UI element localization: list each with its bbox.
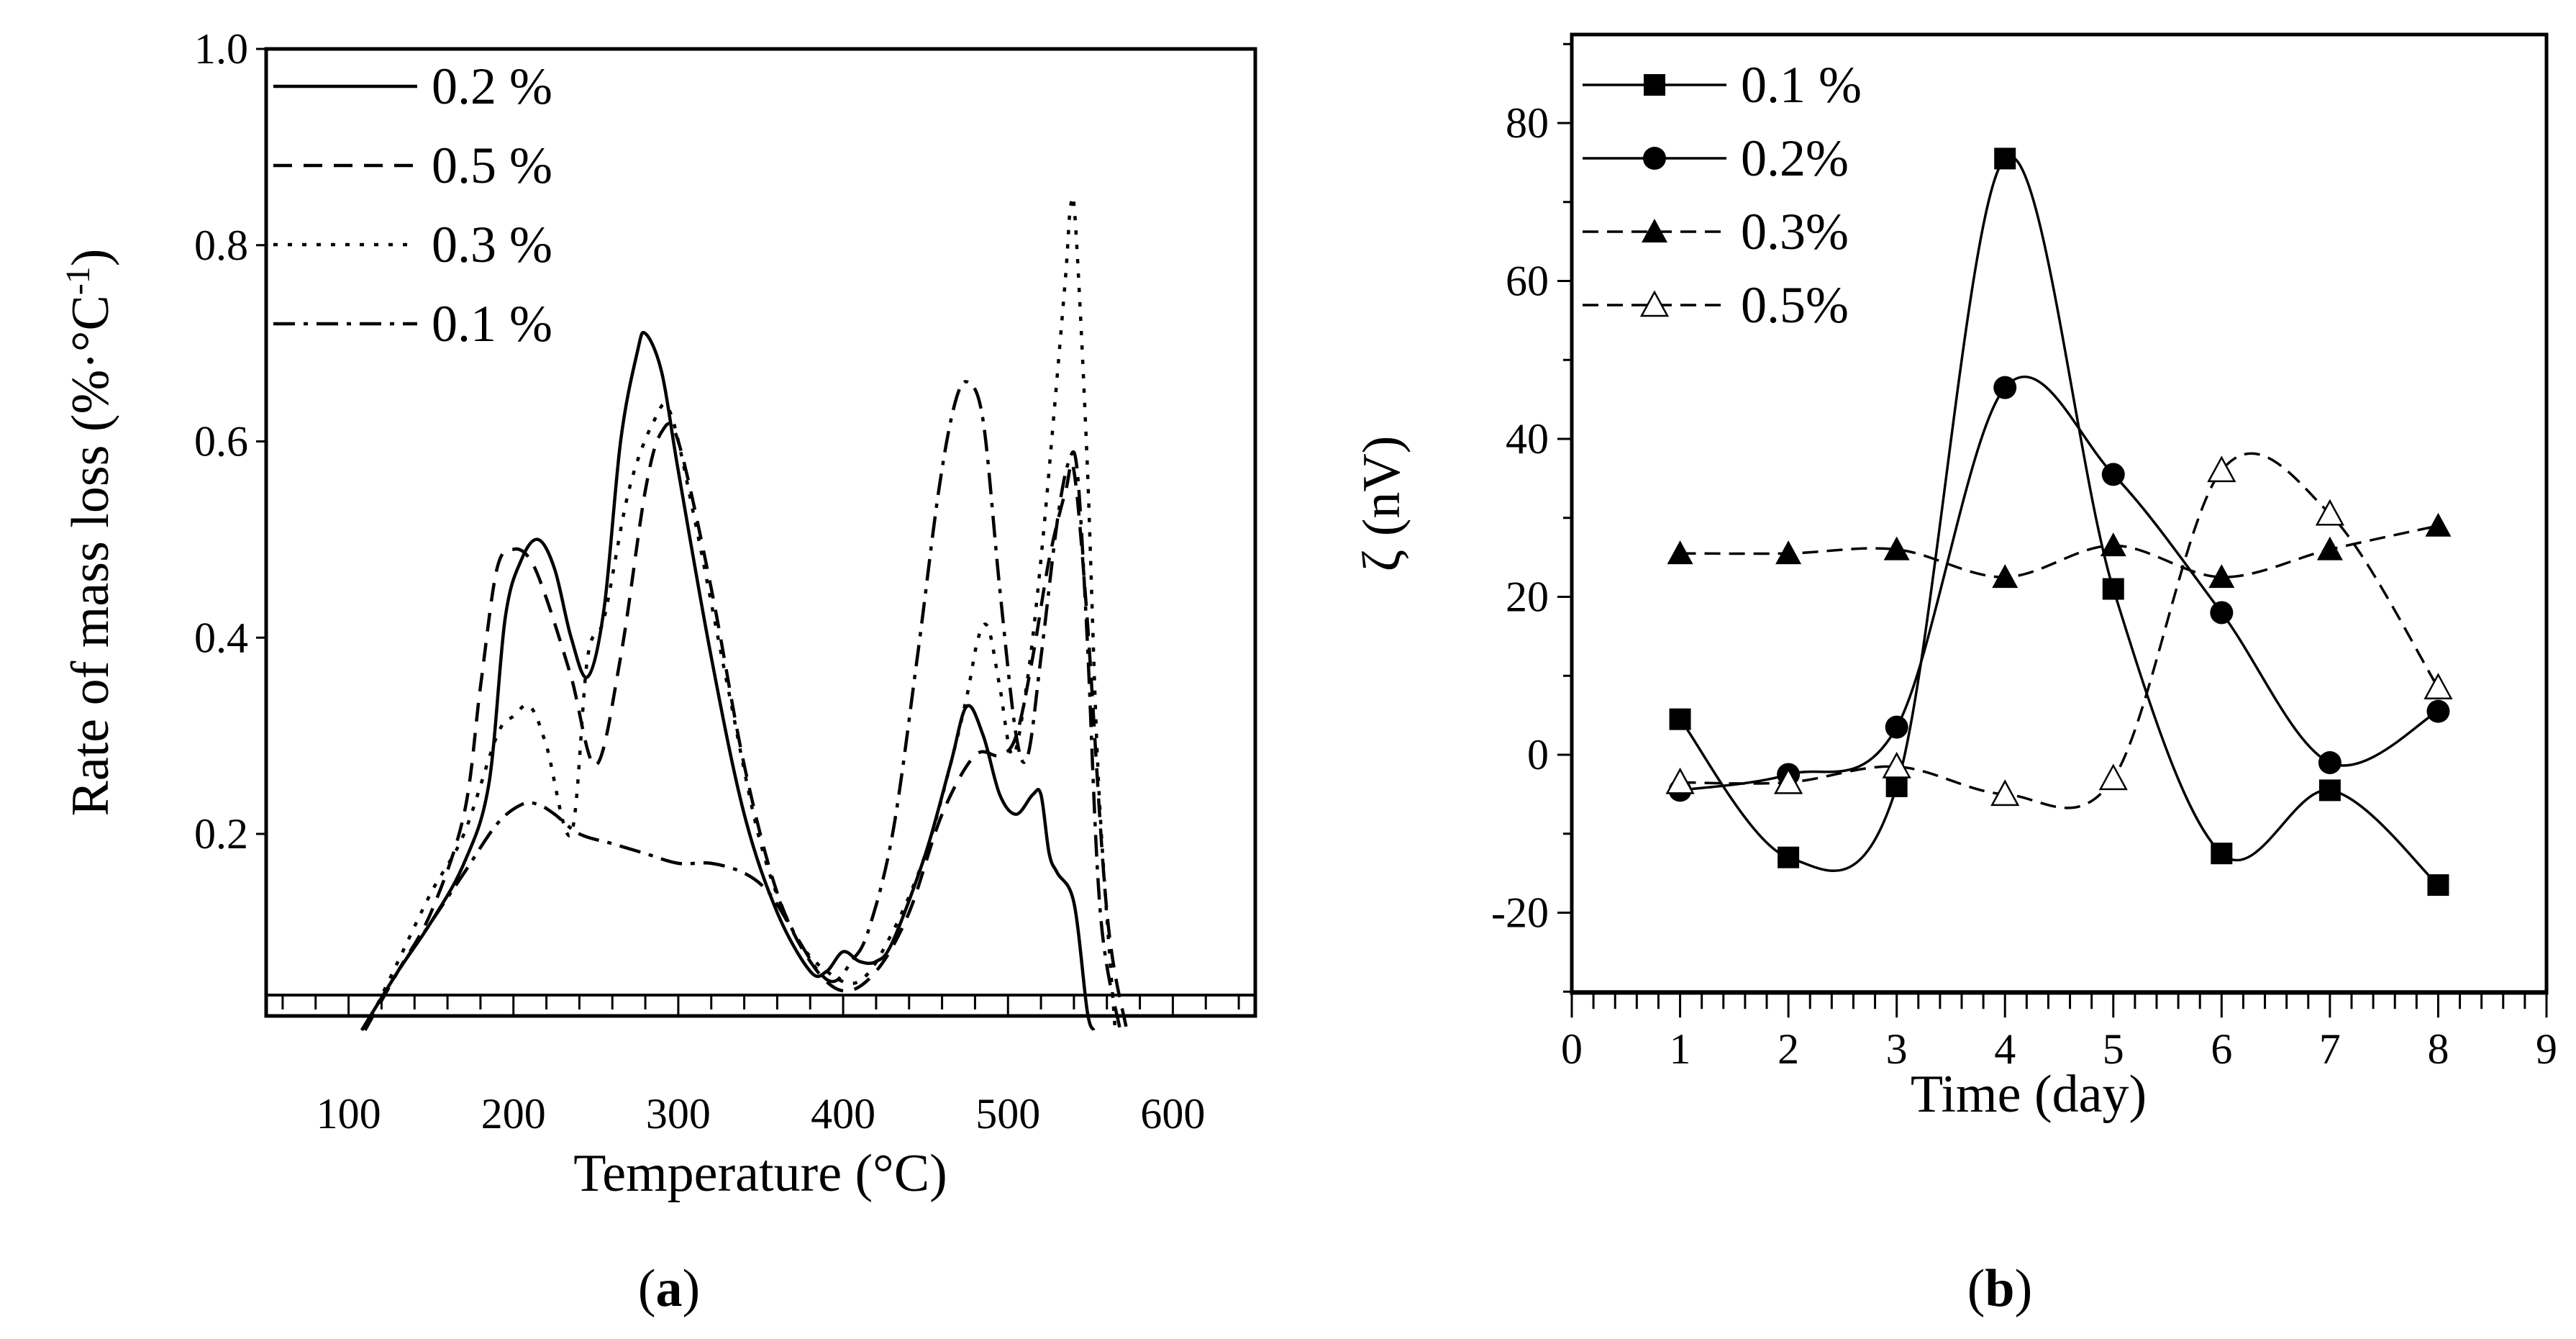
- panel-b-x-tick-label: 7: [2319, 1025, 2341, 1073]
- panel-a-legend-label: 0.5 %: [432, 137, 552, 194]
- panel-a-ticks: 100 200 300 400 500 600 0.2 0.4 0.6 0.8 1.0: [194, 25, 1255, 1138]
- panel-a-series-line-0-3: [363, 195, 1117, 1031]
- panel-b-series: [1665, 147, 2453, 897]
- panel-b-data-point-0-1: [1994, 147, 2016, 170]
- panel-b-data-point-0-5: [2315, 499, 2344, 526]
- panel-a-caption: (a): [638, 1259, 700, 1318]
- panel-b-y-tick-label: 0: [1527, 731, 1549, 779]
- panel-b-legend-marker: [1642, 219, 1667, 242]
- panel-b-legend: 0.1 % 0.2% 0.3% 0.5%: [1583, 56, 1862, 334]
- panel-a-y-tick-label: 0.6: [194, 418, 248, 466]
- panel-a-x-tick-label: 600: [1140, 1090, 1205, 1138]
- panel-b-data-point-0-1: [1669, 708, 1691, 730]
- panel-b-data-point-0-3: [2208, 564, 2235, 589]
- panel-b-series-line-0-2: [1680, 375, 2439, 792]
- panel-b-y-axis-label: ζ (nV): [1352, 436, 1411, 572]
- panel-b-legend-marker: [1644, 74, 1665, 96]
- panel-b-data-point-0-5: [2098, 763, 2128, 791]
- panel-b-data-point-0-2: [2210, 601, 2234, 625]
- panel-b-legend-label: 0.3%: [1741, 203, 1849, 260]
- panel-b-legend-label: 0.2%: [1741, 130, 1849, 187]
- panel-a-y-tick-label: 0.8: [194, 222, 248, 269]
- panel-a-series-line-0-1: [360, 380, 1122, 1031]
- panel-b-x-tick-label: 9: [2536, 1025, 2557, 1073]
- panel-a-x-tick-label: 300: [646, 1090, 711, 1138]
- panel-b-data-point-0-1: [2102, 578, 2124, 600]
- panel-a-legend: 0.2 % 0.5 % 0.3 % 0.1 %: [273, 58, 552, 353]
- panel-b-y-tick-label: 60: [1506, 258, 1549, 305]
- panel-a-plot-frame: [264, 47, 1257, 1018]
- panel-a-y-tick-label: 0.4: [194, 614, 248, 661]
- panel-b-data-point-0-2: [2426, 699, 2450, 723]
- panel-b-data-point-0-5: [2423, 673, 2453, 699]
- panel-b-legend-marker: [1639, 290, 1670, 317]
- panel-b-data-point-0-5: [1774, 767, 1803, 794]
- panel-b-data-point-0-1: [1885, 775, 1908, 797]
- panel-b-data-point-0-1: [2318, 779, 2341, 802]
- panel-b-data-point-0-3: [2100, 532, 2126, 557]
- panel-b-data-point-0-3: [2425, 512, 2452, 537]
- panel-b-y-tick-label: 40: [1506, 415, 1549, 463]
- panel-b-data-point-0-2: [2101, 463, 2125, 486]
- panel-b-ticks: 0 1 2 3 4 5 6 7 8 9 -20 0 20 40 60 80: [1491, 42, 2557, 1073]
- panel-b-data-point-0-2: [1993, 376, 2017, 399]
- panel-b-caption: (b): [1967, 1259, 2032, 1318]
- panel-b-data-point-0-3: [1667, 540, 1693, 565]
- panel-b-data-point-0-5: [2207, 455, 2236, 483]
- panel-b-data-point-0-5: [1882, 751, 1911, 779]
- panel-a-y-axis-label-sup: -1: [59, 266, 97, 295]
- panel-b-plot-frame: [1570, 32, 2549, 995]
- panel-a-legend-label: 0.3 %: [432, 216, 552, 273]
- panel-b-data-point-0-5: [1990, 779, 2020, 807]
- panel-b-legend-label: 0.1 %: [1741, 56, 1862, 114]
- panel-a-legend-label: 0.1 %: [432, 295, 552, 353]
- panel-b-zeta-chart: 0 1 2 3 4 5 6 7 8 9 -20 0 20 40 60 80 0.1 % 0.2% 0.3% 0.5%…: [1352, 32, 2557, 1318]
- panel-b-data-point-0-1: [2211, 843, 2233, 865]
- panel-b-x-tick-label: 3: [1886, 1025, 1908, 1073]
- panel-a-series-line-0-2: [360, 331, 1096, 1031]
- panel-b-data-point-0-3: [1883, 536, 1910, 560]
- panel-a-legend-label: 0.2 %: [432, 58, 552, 115]
- panel-b-legend-label: 0.5%: [1741, 276, 1849, 334]
- panel-b-x-tick-label: 8: [2427, 1025, 2449, 1073]
- panel-b-y-tick-label: 80: [1506, 99, 1549, 147]
- panel-b-x-tick-label: 6: [2211, 1025, 2232, 1073]
- panel-b-data-point-0-1: [1778, 846, 1800, 868]
- panel-b-x-tick-label: 1: [1670, 1025, 1691, 1073]
- panel-b-data-point-0-2: [2318, 750, 2341, 774]
- panel-a-y-tick-label: 1.0: [194, 25, 248, 73]
- panel-b-x-axis-label: Time (day): [1911, 1065, 2147, 1124]
- panel-b-data-point-0-1: [2427, 874, 2449, 897]
- panel-b-y-tick-label: -20: [1491, 889, 1549, 937]
- panel-b-data-point-0-3: [2316, 536, 2343, 560]
- panel-b-data-point-0-5: [1665, 767, 1695, 794]
- panel-a-x-tick-label: 100: [317, 1090, 381, 1138]
- panel-b-x-tick-label: 4: [1994, 1025, 2016, 1073]
- panel-a-x-axis-label: Temperature (°C): [573, 1144, 947, 1203]
- panel-b-x-tick-label: 5: [2103, 1025, 2124, 1073]
- panel-b-x-tick-label: 2: [1778, 1025, 1799, 1073]
- panel-b-legend-marker: [1643, 147, 1666, 170]
- panel-b-data-point-0-2: [1885, 715, 1908, 739]
- panel-a-y-tick-label: 0.2: [194, 810, 248, 858]
- panel-b-series-line-0-1: [1679, 155, 2439, 886]
- panel-a-y-axis-label: Rate of mass loss (%·°C-1): [59, 249, 120, 817]
- panel-a-series-line-0-5: [363, 422, 1129, 1031]
- panel-a-x-tick-label: 400: [811, 1090, 875, 1138]
- panel-b-y-tick-label: 20: [1506, 573, 1549, 621]
- panel-a-x-tick-label: 500: [975, 1090, 1040, 1138]
- panel-b-data-point-0-3: [1992, 564, 2019, 589]
- panel-b-x-tick-label: 0: [1561, 1025, 1583, 1073]
- panel-b-data-point-0-3: [1775, 540, 1802, 565]
- panel-a-x-tick-label: 200: [481, 1090, 546, 1138]
- panel-a-series: [360, 195, 1129, 1031]
